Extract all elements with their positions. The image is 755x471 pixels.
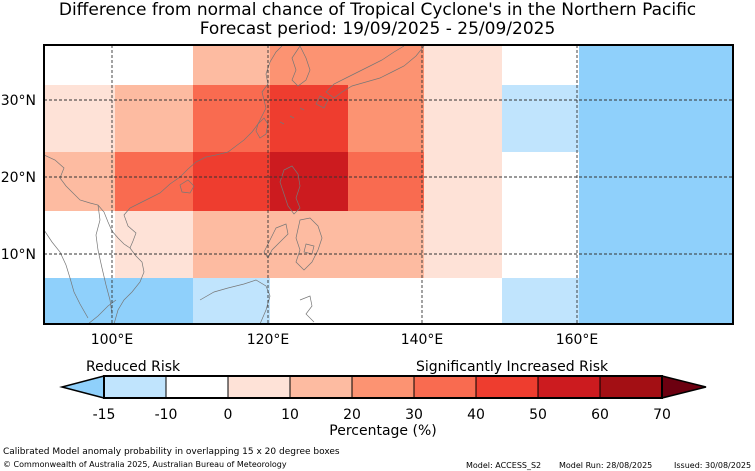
anomaly-grid	[44, 45, 733, 324]
colorbar-ticks: -15 -10 0 10 20 30 40 50 60 70	[93, 407, 671, 423]
grid-cell	[193, 85, 270, 152]
colorbar-outline	[103, 375, 663, 399]
colorbar-tick-label: 10	[281, 407, 299, 423]
grid-cell	[270, 85, 348, 152]
grid-cell	[348, 152, 424, 211]
map-frame	[43, 44, 734, 325]
grid-cell	[44, 85, 115, 152]
grid-cell	[193, 211, 348, 278]
grid-cell	[115, 85, 193, 152]
colorbar-bin	[289, 375, 353, 399]
grid-cell	[579, 211, 733, 278]
legend-reduced-label: Reduced Risk	[86, 359, 181, 375]
lon-label-160e: 160°E	[556, 332, 599, 348]
footer-model: Model: ACCESS_S2	[466, 461, 542, 470]
lon-label-120e: 120°E	[247, 332, 290, 348]
lat-label-10n: 10°N	[1, 247, 36, 263]
lon-label-140e: 140°E	[401, 332, 444, 348]
footer-copyright: © Commonwealth of Australia 2025, Austra…	[3, 460, 287, 469]
coastlines	[44, 45, 425, 324]
grid-cell	[579, 45, 733, 85]
grid-cell	[193, 45, 270, 85]
colorbar-bin	[599, 375, 663, 399]
legend-xlabel: Percentage (%)	[329, 423, 436, 439]
footer-method: Calibrated Model anomaly probability in …	[3, 447, 340, 457]
grid-cell	[270, 45, 424, 85]
colorbar-tick-label: 0	[224, 407, 233, 423]
colorbar-bin	[103, 375, 167, 399]
grid-cell	[193, 152, 270, 211]
forecast-period: Forecast period: 19/09/2025 - 25/09/2025	[199, 19, 556, 39]
grid-cell	[424, 211, 502, 278]
grid-cell	[44, 152, 115, 211]
lon-label-100e: 100°E	[91, 332, 134, 348]
footer-model-run: Model Run: 28/08/2025	[559, 461, 653, 470]
grid-cell	[579, 85, 733, 152]
lat-label-20n: 20°N	[1, 170, 36, 186]
colorbar-bin	[413, 375, 477, 399]
grid-cell	[193, 278, 270, 324]
grid-cell	[424, 85, 502, 152]
colorbar-bin	[475, 375, 539, 399]
map-title: Difference from normal chance of Tropica…	[58, 0, 697, 20]
legend-increased-label: Significantly Increased Risk	[416, 359, 609, 375]
grid-cell	[348, 211, 424, 278]
grid-cell	[579, 278, 733, 324]
colorbar-extend-high	[661, 375, 707, 399]
grid-cell	[502, 85, 579, 152]
lat-label-30n: 30°N	[1, 93, 36, 109]
colorbar	[59, 375, 707, 399]
grid-cell	[424, 152, 502, 211]
colorbar-bin	[165, 375, 229, 399]
colorbar-extend-low	[59, 375, 105, 399]
colorbar-tick-label: 70	[653, 407, 671, 423]
colorbar-tick-label: -15	[93, 407, 116, 423]
grid-cell	[502, 278, 579, 324]
colorbar-bin	[537, 375, 601, 399]
colorbar-tick-label: 20	[343, 407, 361, 423]
colorbar-tick-label: 60	[591, 407, 609, 423]
colorbar-bin	[351, 375, 415, 399]
grid-cell	[424, 45, 502, 85]
legend: Reduced Risk Significantly Increased Ris…	[59, 359, 707, 439]
colorbar-tick-label: 40	[467, 407, 485, 423]
graticule	[44, 45, 733, 324]
colorbar-tick-label: 50	[529, 407, 547, 423]
grid-cell	[44, 278, 193, 324]
lat-labels: 30°N 20°N 10°N	[1, 93, 36, 263]
grid-cell	[348, 85, 424, 152]
colorbar-tick-label: -10	[155, 407, 178, 423]
lon-labels: 100°E 120°E 140°E 160°E	[91, 332, 599, 348]
grid-cell	[579, 152, 733, 211]
footer-issued: Issued: 30/08/2025	[674, 461, 752, 470]
colorbar-bin	[227, 375, 291, 399]
grid-cell	[115, 152, 193, 211]
grid-cell	[115, 211, 193, 278]
colorbar-tick-label: 30	[405, 407, 423, 423]
grid-cell	[270, 152, 348, 211]
